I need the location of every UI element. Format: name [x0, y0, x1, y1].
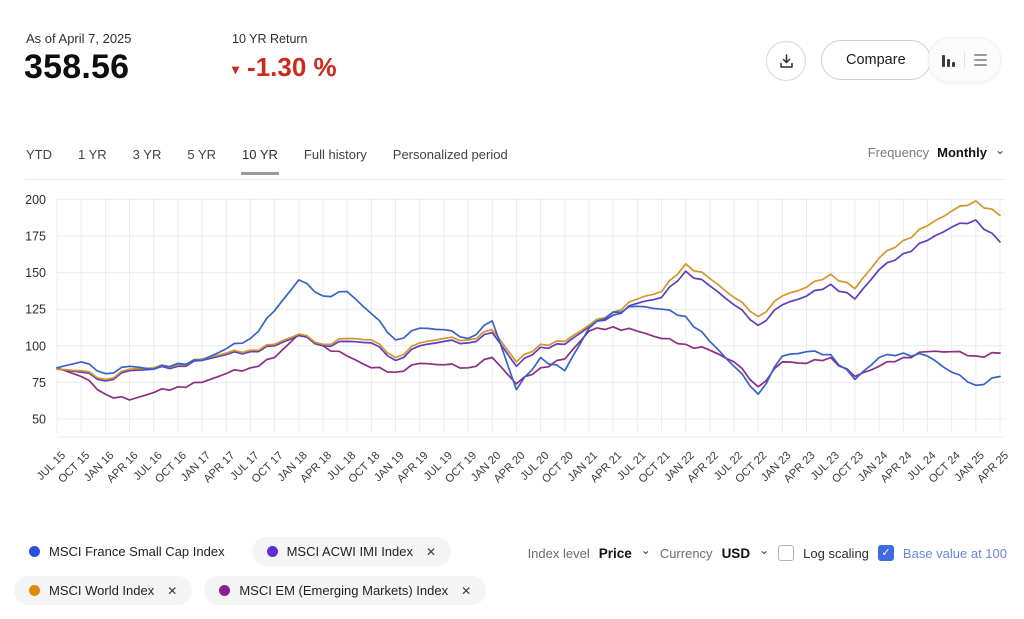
- tab-personalized-period[interactable]: Personalized period: [392, 147, 508, 162]
- return-value: -1.30 %: [247, 52, 337, 82]
- tab-full-history[interactable]: Full history: [303, 147, 367, 162]
- y-axis-tick-label: 100: [25, 339, 46, 353]
- series-color-dot: [29, 585, 40, 596]
- remove-series-icon[interactable]: ✕: [426, 544, 437, 559]
- legend-chip-msci-em-emerging-markets-index[interactable]: MSCI EM (Emerging Markets) Index ✕: [204, 576, 487, 605]
- index-level-label: Index level: [527, 545, 590, 561]
- base-value-checkbox[interactable]: ✓: [877, 545, 894, 561]
- series-label: MSCI France Small Cap Index: [49, 544, 225, 559]
- download-button[interactable]: [766, 41, 806, 81]
- y-axis-tick-label: 75: [32, 376, 46, 390]
- bar-chart-icon[interactable]: [942, 54, 955, 67]
- remove-series-icon[interactable]: ✕: [461, 583, 472, 598]
- series-label: MSCI ACWI IMI Index: [286, 544, 413, 559]
- as-of-date: As of April 7, 2025: [26, 31, 132, 46]
- series-line-msci-acwi-imi-index: [56, 219, 1001, 382]
- remove-series-icon[interactable]: ✕: [167, 583, 178, 598]
- toggle-divider: [963, 52, 965, 68]
- chevron-down-icon: ⌄: [759, 543, 770, 558]
- series-line-msci-world-index: [56, 200, 1001, 381]
- series-label: MSCI EM (Emerging Markets) Index: [239, 583, 449, 598]
- period-tabs: YTD 1 YR 3 YR 5 YR 10 YR Full history Personal…: [25, 143, 1005, 180]
- chevron-down-icon: ⌄: [994, 142, 1005, 157]
- currency-select[interactable]: USD: [721, 545, 751, 561]
- tab-5-yr[interactable]: 5 YR: [187, 147, 217, 162]
- return-period-label: 10 YR Return: [232, 32, 308, 46]
- index-level-value: 358.56: [24, 48, 130, 86]
- legend-chip-msci-world-index[interactable]: MSCI World Index ✕: [14, 576, 193, 605]
- chart-settings: Index level Price ⌄ Currency USD ⌄ Log s…: [527, 543, 1007, 561]
- chart-type-toggle: [928, 37, 1001, 83]
- series-color-dot: [266, 546, 278, 557]
- series-line-msci-em-emerging-markets-index: [56, 325, 1001, 401]
- return-value-block: ▾ -1.30 %: [232, 52, 337, 83]
- log-scaling-label: Log scaling: [803, 545, 869, 561]
- y-axis-tick-label: 150: [25, 266, 46, 280]
- frequency-value: Monthly: [937, 145, 987, 160]
- index-level-select[interactable]: Price: [598, 545, 632, 561]
- legend-chip-msci-france-small-cap-index[interactable]: MSCI France Small Cap Index: [14, 537, 240, 566]
- tab-ytd[interactable]: YTD: [26, 147, 52, 162]
- y-axis-tick-label: 125: [25, 303, 46, 317]
- tab-3-yr[interactable]: 3 YR: [132, 147, 162, 162]
- y-axis-tick-label: 200: [25, 193, 46, 207]
- series-line-msci-france-small-cap-index: [56, 279, 1001, 395]
- tab-10-yr[interactable]: 10 YR: [241, 143, 279, 175]
- currency-label: Currency: [659, 545, 713, 561]
- base-value-label: Base value at 100: [902, 545, 1007, 561]
- log-scaling-checkbox[interactable]: [778, 545, 795, 561]
- chevron-down-icon: ⌄: [640, 543, 651, 558]
- compare-button[interactable]: Compare: [821, 40, 931, 80]
- frequency-control[interactable]: Frequency Monthly ⌄: [867, 142, 1005, 160]
- y-axis-tick-label: 175: [25, 230, 46, 244]
- legend-chip-msci-acwi-imi-index[interactable]: MSCI ACWI IMI Index ✕: [251, 537, 452, 566]
- series-color-dot: [29, 546, 40, 557]
- triangle-down-icon: ▾: [232, 60, 240, 77]
- download-icon: [779, 53, 793, 68]
- series-label: MSCI World Index: [49, 583, 155, 598]
- frequency-label: Frequency: [867, 145, 930, 160]
- tab-1-yr[interactable]: 1 YR: [78, 147, 107, 162]
- series-color-dot: [219, 585, 231, 596]
- y-axis-tick-label: 50: [32, 413, 46, 427]
- list-icon[interactable]: [973, 54, 987, 66]
- series-legend: MSCI France Small Cap Index MSCI ACWI IMI…: [14, 537, 589, 605]
